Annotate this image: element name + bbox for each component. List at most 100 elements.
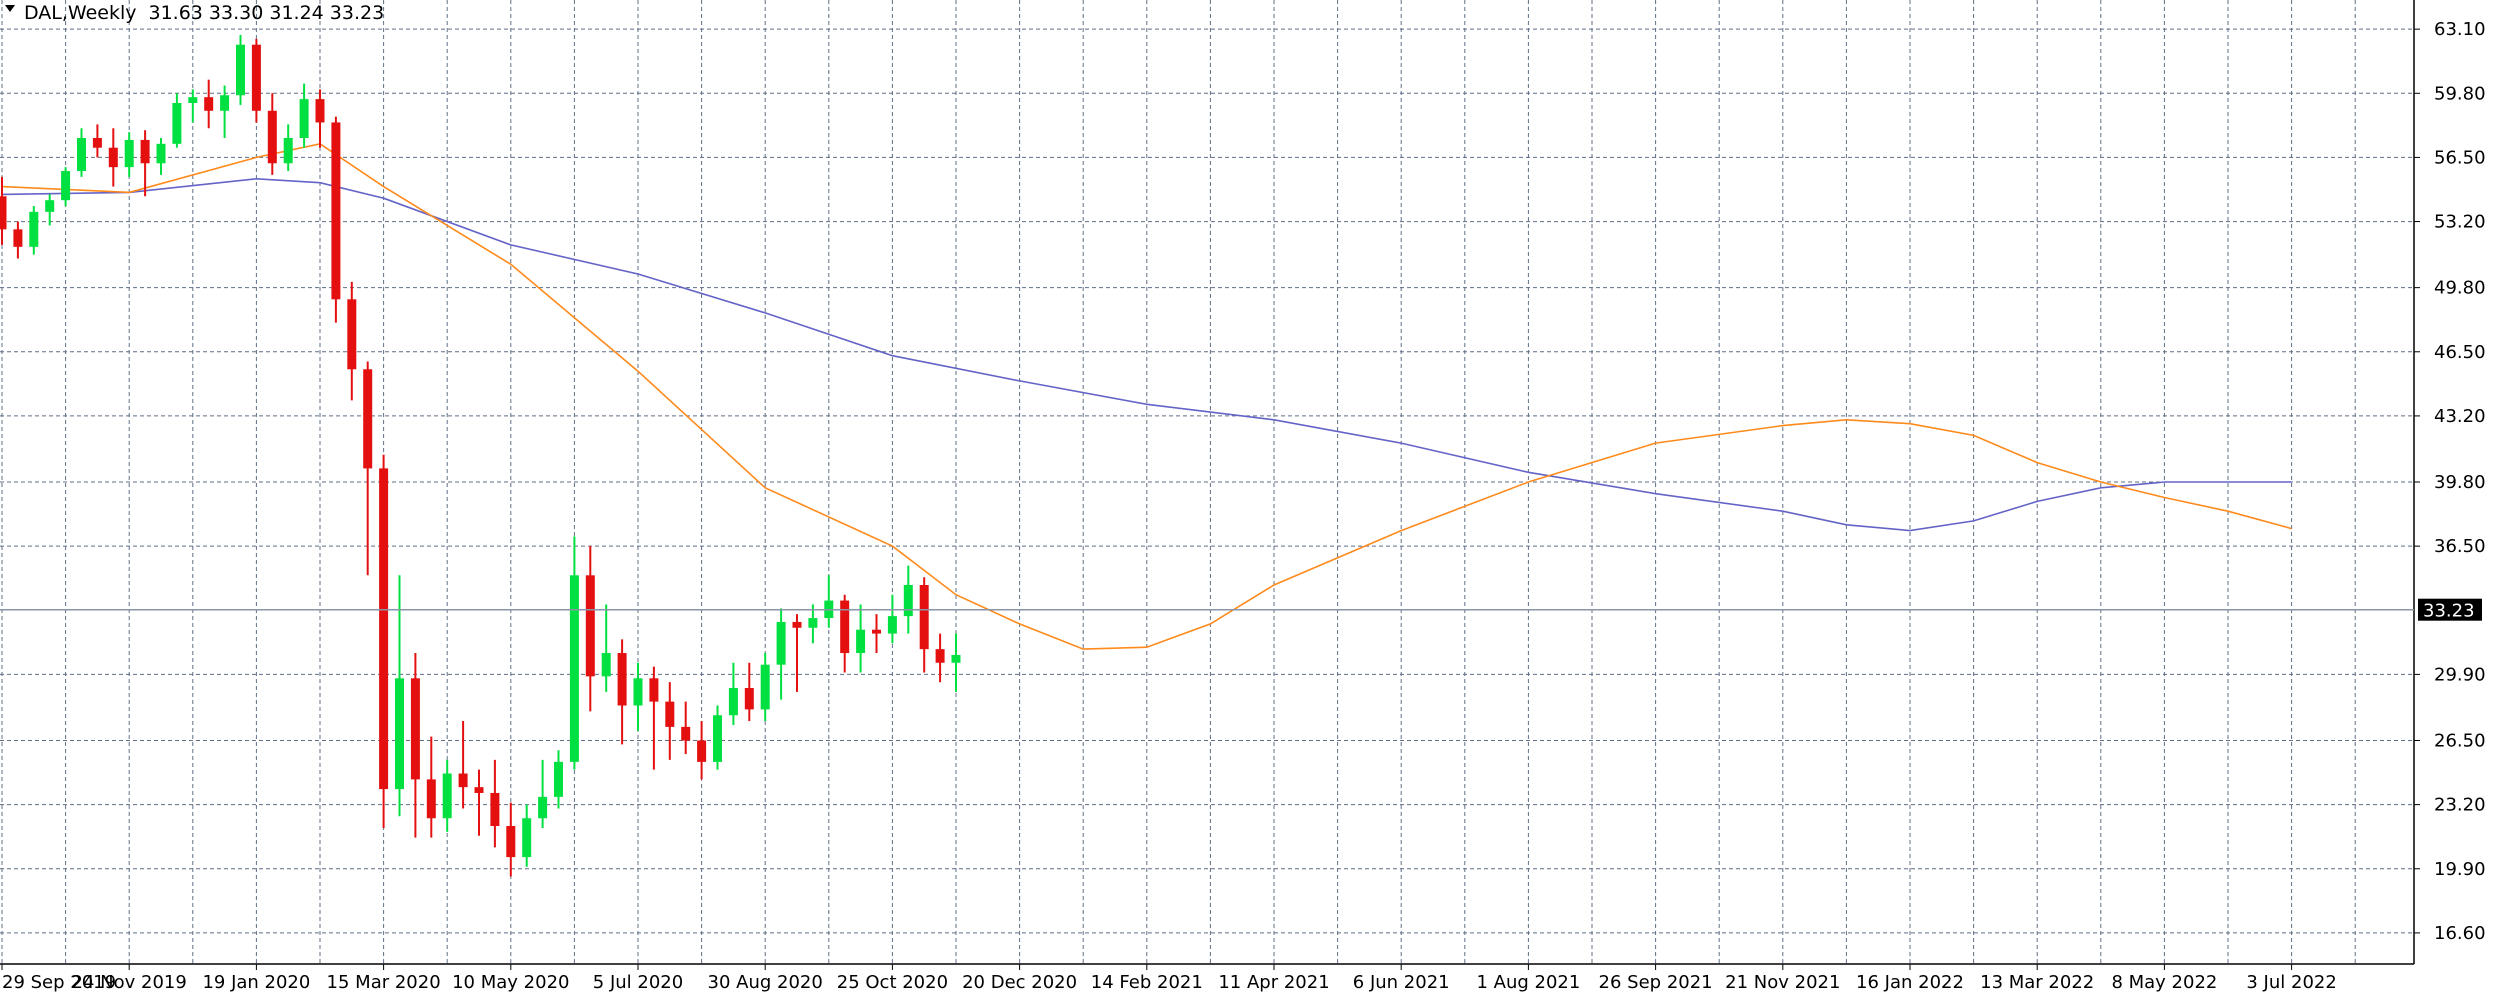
candle xyxy=(506,802,516,877)
price-tick-label: 46.50 xyxy=(2434,342,2486,363)
candle-body xyxy=(633,678,643,706)
candle xyxy=(887,594,897,644)
candle xyxy=(697,721,707,780)
time-tick-label: 20 Dec 2020 xyxy=(962,972,1077,993)
current-price-tag-background xyxy=(2418,598,2482,621)
candle xyxy=(601,604,611,692)
candle-body xyxy=(220,95,230,111)
price-tick-label: 19.90 xyxy=(2434,859,2486,880)
candle-body xyxy=(156,143,166,164)
candle-body xyxy=(283,137,293,164)
candle xyxy=(204,79,214,129)
candle xyxy=(665,682,675,760)
ma-slow-line xyxy=(1,177,2292,532)
candlestick-series xyxy=(0,34,961,877)
candle xyxy=(124,132,134,177)
candle-body xyxy=(92,137,102,148)
candle xyxy=(585,546,595,712)
candle xyxy=(744,662,754,722)
time-tick-label: 14 Feb 2021 xyxy=(1091,972,1203,993)
candle xyxy=(554,750,563,809)
price-tick-label: 23.20 xyxy=(2434,795,2486,816)
candle-body xyxy=(395,678,404,790)
candle xyxy=(458,721,468,809)
price-tick-label: 59.80 xyxy=(2434,83,2486,104)
current-price-tag: 33.23 xyxy=(2418,598,2482,622)
time-tick-label: 11 Apr 2021 xyxy=(1218,972,1329,993)
candle-body xyxy=(887,616,897,634)
candle-body xyxy=(124,139,134,168)
candle-body xyxy=(172,103,182,144)
candle-body xyxy=(45,200,55,212)
candle xyxy=(220,85,230,138)
candle-body xyxy=(713,715,722,762)
candle-body xyxy=(315,99,325,123)
time-tick-label: 5 Jul 2020 xyxy=(593,972,683,993)
candle xyxy=(856,604,866,673)
candle-body xyxy=(792,621,802,628)
candle xyxy=(538,759,548,828)
time-tick-label: 21 Nov 2021 xyxy=(1725,972,1840,993)
candle xyxy=(569,536,579,770)
candle-body xyxy=(776,621,786,665)
candle xyxy=(872,614,881,654)
candle-body xyxy=(490,792,500,827)
candle xyxy=(283,124,293,172)
price-tick-label: 49.80 xyxy=(2434,278,2486,299)
candle xyxy=(92,124,102,158)
candle xyxy=(379,454,389,828)
price-tick-label: 63.10 xyxy=(2434,19,2486,40)
candle xyxy=(331,116,341,323)
candle xyxy=(172,93,182,148)
triangle-down-icon[interactable] xyxy=(5,5,15,12)
candle-body xyxy=(538,796,548,819)
candle xyxy=(760,653,770,722)
time-tick-label: 13 Mar 2022 xyxy=(1980,972,2094,993)
candle xyxy=(649,666,659,770)
candle xyxy=(156,137,166,175)
candle-body xyxy=(681,726,691,741)
candle xyxy=(792,614,802,692)
candle xyxy=(410,653,420,838)
price-axis[interactable]: 63.10 59.80 56.50 53.20 49.80 46.50 43.20 39.80… xyxy=(2414,19,2486,944)
candle-body xyxy=(379,468,389,790)
candle xyxy=(315,89,325,148)
ohlc-values: 31.63 33.30 31.24 33.23 xyxy=(149,2,385,24)
candle xyxy=(681,701,691,755)
candle xyxy=(617,639,627,745)
price-tick-label: 56.50 xyxy=(2434,147,2486,168)
candle-body xyxy=(585,575,595,677)
time-tick-label: 30 Aug 2020 xyxy=(708,972,823,993)
candle-body xyxy=(935,649,945,663)
candle-body xyxy=(204,97,214,111)
candle-body xyxy=(442,773,452,819)
candle-body xyxy=(522,818,532,858)
candle-body xyxy=(426,779,436,819)
candle-body xyxy=(744,688,754,710)
candle xyxy=(713,705,722,770)
candle xyxy=(426,736,436,838)
candle-body xyxy=(29,211,39,247)
candle xyxy=(395,575,404,817)
candle-body xyxy=(347,299,357,370)
price-tick-label: 53.20 xyxy=(2434,212,2486,233)
time-tick-label: 29 Sep 2019 xyxy=(2,972,116,993)
ma-fast-line xyxy=(1,142,2292,650)
candle xyxy=(108,128,118,187)
candle xyxy=(45,194,55,226)
current-price-label: 33.23 xyxy=(2423,601,2475,622)
moving-averages xyxy=(1,142,2292,650)
time-tick-label: 6 Jun 2021 xyxy=(1353,972,1450,993)
candle-body xyxy=(474,787,484,793)
candle-body xyxy=(331,122,341,300)
chart-header: DAL,Weekly 31.63 33.30 31.24 33.23 xyxy=(5,2,384,24)
candle-body xyxy=(363,369,373,469)
candle-body xyxy=(236,44,245,96)
candle xyxy=(776,608,786,700)
candle xyxy=(77,128,86,177)
candle-body xyxy=(601,653,611,677)
price-tick-label: 36.50 xyxy=(2434,536,2486,557)
candle xyxy=(140,130,150,197)
